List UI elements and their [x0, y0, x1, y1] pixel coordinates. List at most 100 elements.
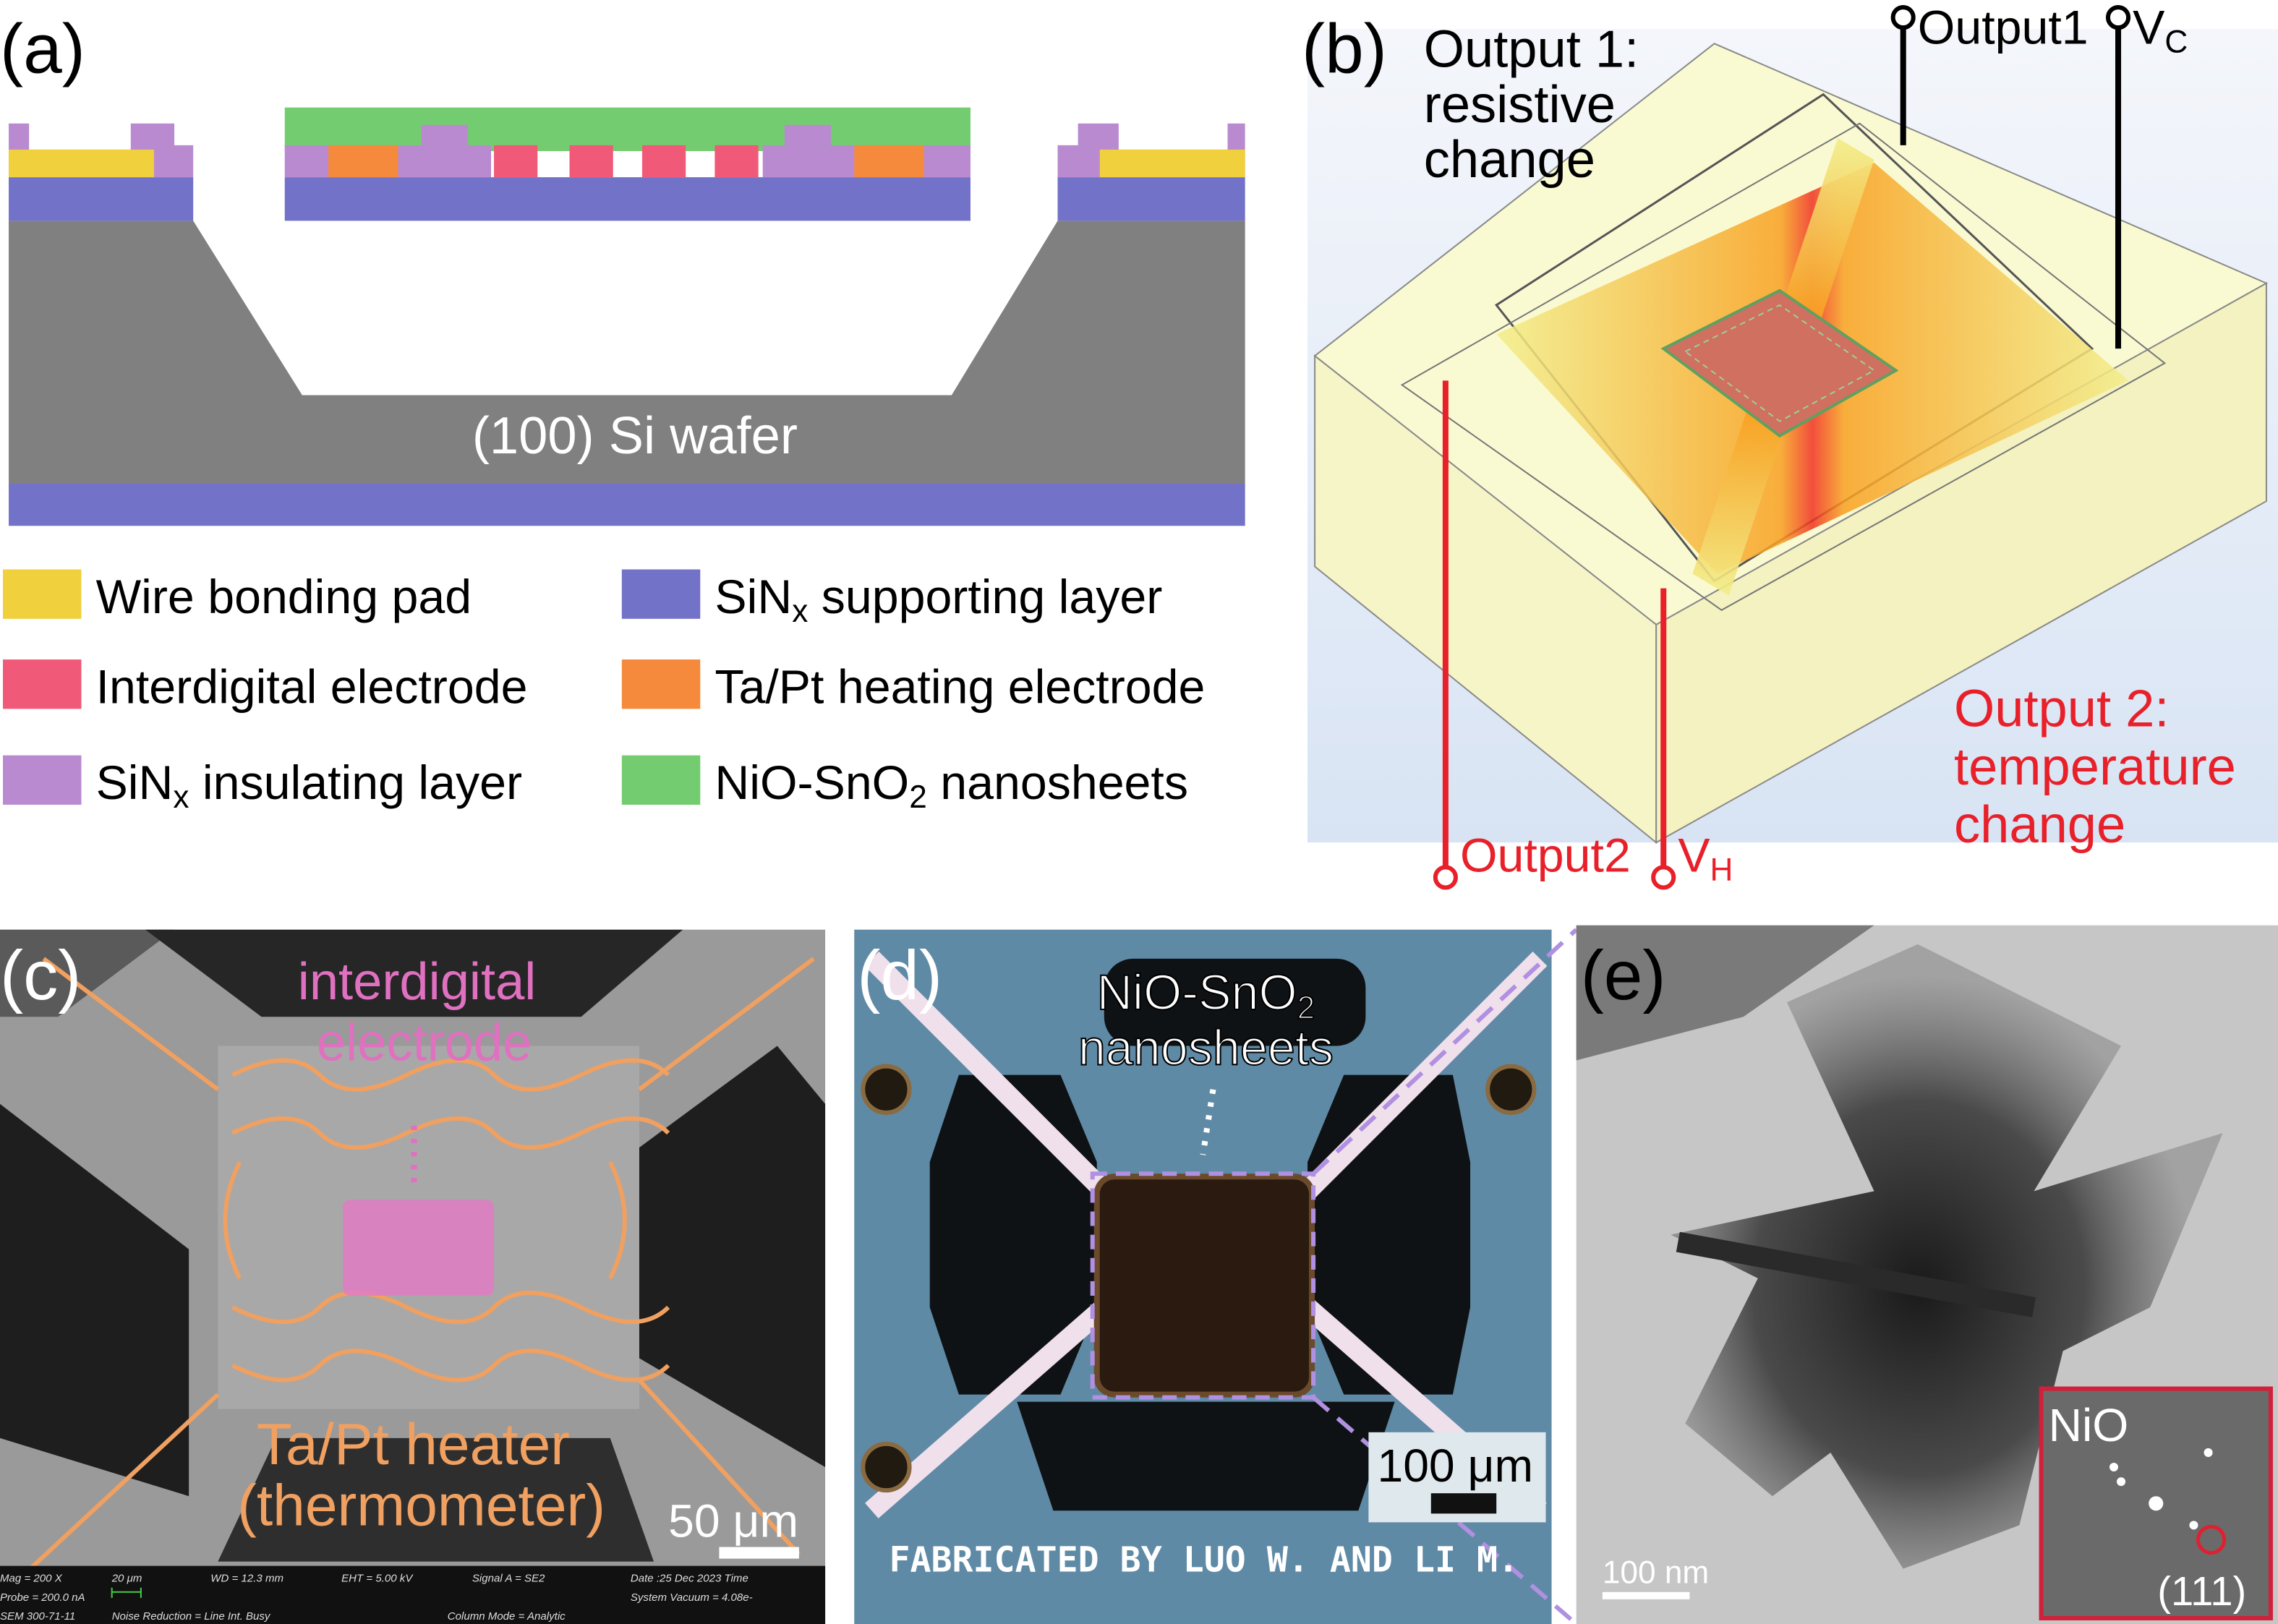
legend-item: SiNx insulating layer: [3, 755, 522, 815]
panel-e-label: (e): [1581, 937, 1666, 1014]
interdigital-finger: [569, 145, 613, 178]
legend-swatch: [3, 659, 82, 709]
output2-title: Output 2: temperature change: [1954, 680, 2251, 854]
legend-item: Wire bonding pad: [3, 569, 472, 624]
bond-pad: [1485, 1064, 1537, 1115]
legend-text: SiNx supporting layer: [714, 570, 1162, 629]
inset-plane: (111): [2157, 1568, 2246, 1614]
legend-item: SiNx supporting layer: [621, 569, 1162, 629]
output1-title: Output 1: resistive change: [1424, 20, 1654, 189]
chip-outline: [1400, 122, 2167, 611]
legend-text: Wire bonding pad: [96, 570, 472, 624]
scale-bar-label: 100 μm: [1377, 1440, 1533, 1492]
etch-pit-right: [639, 1046, 826, 1468]
interdigital-finger: [714, 145, 759, 178]
left-bonding-pad: [9, 149, 154, 178]
insulating-step: [421, 124, 468, 145]
vc-terminal: [2105, 5, 2131, 30]
etch-pit-top: [145, 929, 683, 1017]
si-wafer: [9, 221, 1245, 484]
electrode-leads: [864, 951, 1548, 1518]
heater-label: Ta/Pt heater (thermometer): [237, 1412, 605, 1538]
fft-spot: [2189, 1521, 2198, 1530]
right-bonding-pad: [1099, 149, 1245, 178]
zoom-line: [1312, 928, 1578, 1176]
interdigital-finger: [641, 145, 686, 178]
fft-spot: [2109, 1463, 2119, 1472]
sem-noise: Noise Reduction = Line Int. Busy: [112, 1610, 271, 1623]
legend-text: SiNx insulating layer: [96, 756, 522, 815]
panel-b-label: (b): [1302, 10, 1387, 87]
sem-column: Column Mode = Analytic: [448, 1610, 566, 1623]
bond-pad: [861, 1441, 912, 1493]
legend-item: NiO-SnO2 nanosheets: [621, 755, 1188, 815]
sem-mag: Mag = 200 X: [0, 1573, 63, 1585]
bond-pad: [861, 1064, 912, 1115]
vh-terminal: [1651, 865, 1676, 890]
legend-text: Ta/Pt heating electrode: [714, 660, 1205, 714]
fft-inset: NiO (111): [2039, 1386, 2273, 1620]
material-label: NiO-SnO2: [1097, 965, 1315, 1025]
panel-a-label: (a): [0, 10, 85, 87]
sem-info-bar: Mag = 200 X 20 μm WD = 12.3 mm EHT = 5.0…: [0, 1565, 826, 1624]
etch-pit-left: [0, 1103, 189, 1497]
nanosheet-star: [1671, 944, 2223, 1569]
terminal-output1: Output1: [1918, 1, 2089, 54]
scale-bar: [719, 1547, 799, 1559]
fft-spot: [2117, 1477, 2126, 1487]
electrode-label: interdigital electrode: [298, 953, 551, 1072]
fft-spot: [2204, 1448, 2213, 1457]
output1-terminal: [1890, 5, 1916, 30]
heating-electrode: [854, 145, 924, 178]
scale-bar: [1430, 1493, 1497, 1514]
nanosheet-film: [1093, 1174, 1315, 1398]
scale-bar-label: 50 μm: [668, 1495, 798, 1547]
terminal-output2: Output2: [1460, 829, 1631, 882]
nanosheet-edge: [1676, 1231, 2036, 1317]
scale-bar: [1602, 1591, 1690, 1599]
sem-eht: EHT = 5.00 kV: [341, 1573, 414, 1585]
legend-swatch: [621, 659, 701, 709]
legend-text: NiO-SnO2 nanosheets: [714, 756, 1188, 815]
panel-d-label: (d): [857, 937, 942, 1014]
membrane-supporting-layer: [284, 177, 971, 221]
fft-spot: [2149, 1496, 2164, 1511]
sem-bar: 20 μm: [111, 1573, 142, 1585]
sem-id: SEM 300-71-11: [0, 1610, 75, 1623]
output2-terminal: [1433, 865, 1458, 890]
sem-info-background: [0, 1565, 826, 1624]
fabrication-text: FABRICATED BY LUO W. AND LI M.: [889, 1540, 1519, 1581]
legend-swatch: [3, 755, 82, 805]
legend-text: Interdigital electrode: [96, 660, 528, 714]
right-supporting-layer: [1057, 177, 1245, 221]
etch-window-top: [1104, 958, 1366, 1046]
etch-window-bottom: [1017, 1401, 1395, 1511]
bottom-sinx-layer: [9, 483, 1245, 526]
scale-bar-label: 100 nm: [1603, 1555, 1709, 1591]
terminal-vc: VC: [2133, 1, 2188, 59]
panel-c-label: (c): [0, 937, 81, 1014]
sem-signal: Signal A = SE2: [472, 1573, 545, 1585]
electrode-pattern: [1684, 304, 1876, 422]
terminal-vh: VH: [1678, 829, 1733, 887]
sem-date: Date :25 Dec 2023 Time: [631, 1573, 748, 1585]
legend: Wire bonding pad Interdigital electrode …: [3, 569, 1205, 815]
sensing-area: [1660, 289, 1899, 438]
insulating-step: [784, 124, 832, 145]
legend-swatch: [621, 755, 701, 805]
panel-a: (a) (100) Si wafer Wire bonding pad: [0, 10, 1245, 815]
sem-probe: Probe = 200.0 nA: [0, 1591, 85, 1604]
nanosheet: [1576, 925, 1874, 1061]
sem-vacuum: System Vacuum = 4.08e-: [631, 1591, 753, 1604]
interdigital-electrode: [343, 1200, 495, 1296]
etch-pit-bottom: [218, 1437, 654, 1562]
zoom-box: [1090, 1171, 1316, 1400]
heating-electrode: [328, 145, 398, 178]
inset-label: NiO: [2049, 1399, 2129, 1451]
panel-c: (c) interdigital electrode Ta/Pt heater …: [0, 929, 826, 1624]
fft-highlight-circle: [2196, 1524, 2227, 1555]
legend-item: Interdigital electrode: [3, 659, 527, 714]
sem-wd: WD = 12.3 mm: [210, 1573, 283, 1585]
wafer-label: (100) Si wafer: [472, 407, 798, 465]
